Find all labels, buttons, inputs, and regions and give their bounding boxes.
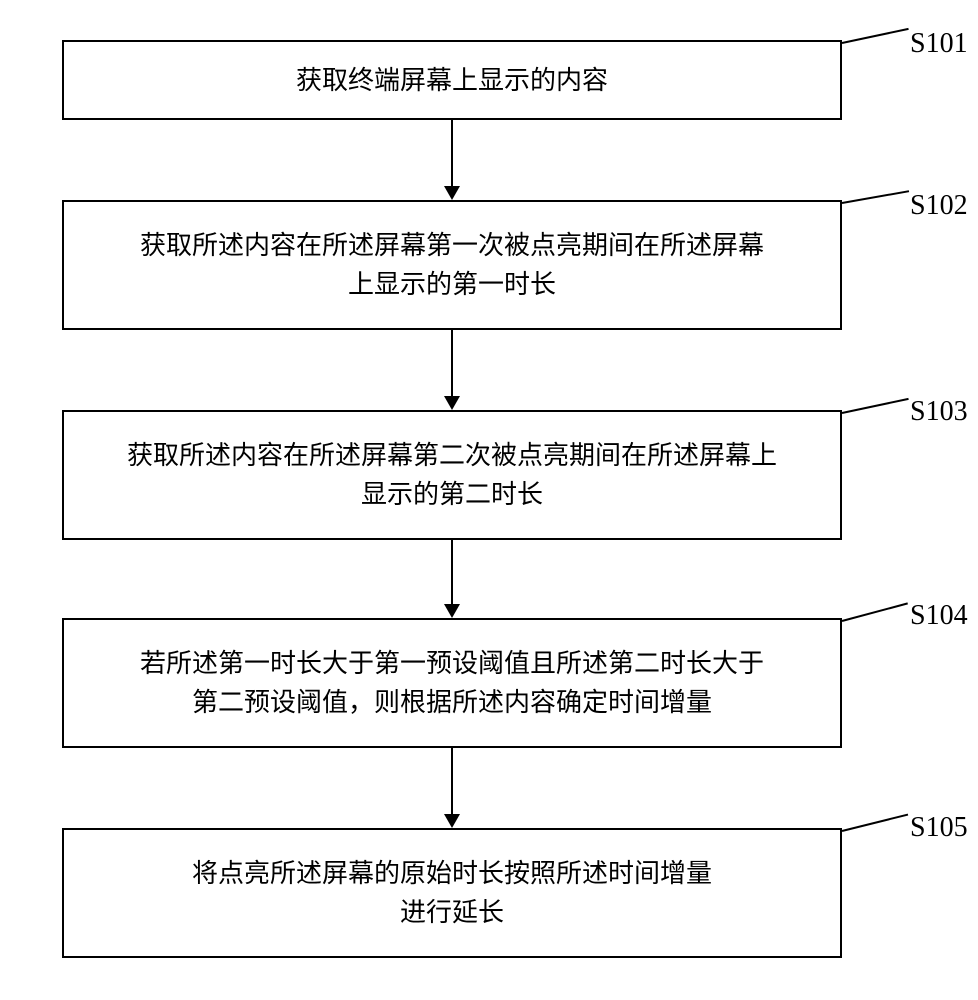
step-label: S104: [910, 600, 968, 632]
step-label: S101: [910, 28, 968, 60]
arrow-head-icon: [444, 396, 460, 410]
leader-line: [842, 814, 908, 832]
step-text: 获取所述内容在所述屏幕第一次被点亮期间在所述屏幕 上显示的第一时长: [140, 226, 764, 304]
step-node-0: 获取终端屏幕上显示的内容: [62, 40, 842, 120]
leader-line: [842, 190, 909, 204]
step-node-4: 将点亮所述屏幕的原始时长按照所述时间增量 进行延长: [62, 828, 842, 958]
arrow-head-icon: [444, 814, 460, 828]
leader-line: [842, 28, 909, 44]
step-label: S105: [910, 812, 968, 844]
step-text: 获取所述内容在所述屏幕第二次被点亮期间在所述屏幕上 显示的第二时长: [127, 436, 777, 514]
arrow-line: [451, 330, 453, 396]
arrow-line: [451, 120, 453, 186]
leader-line: [842, 602, 908, 622]
step-label: S103: [910, 396, 968, 428]
step-text: 若所述第一时长大于第一预设阈值且所述第二时长大于 第二预设阈值，则根据所述内容确…: [140, 644, 764, 722]
leader-line: [842, 398, 909, 414]
arrow-head-icon: [444, 604, 460, 618]
arrow-line: [451, 748, 453, 814]
flowchart-canvas: 获取终端屏幕上显示的内容 获取所述内容在所述屏幕第一次被点亮期间在所述屏幕 上显…: [0, 0, 978, 1000]
step-text: 获取终端屏幕上显示的内容: [296, 61, 608, 100]
arrow-head-icon: [444, 186, 460, 200]
step-text: 将点亮所述屏幕的原始时长按照所述时间增量 进行延长: [192, 854, 712, 932]
step-node-1: 获取所述内容在所述屏幕第一次被点亮期间在所述屏幕 上显示的第一时长: [62, 200, 842, 330]
step-node-3: 若所述第一时长大于第一预设阈值且所述第二时长大于 第二预设阈值，则根据所述内容确…: [62, 618, 842, 748]
arrow-line: [451, 540, 453, 604]
step-node-2: 获取所述内容在所述屏幕第二次被点亮期间在所述屏幕上 显示的第二时长: [62, 410, 842, 540]
step-label: S102: [910, 190, 968, 222]
